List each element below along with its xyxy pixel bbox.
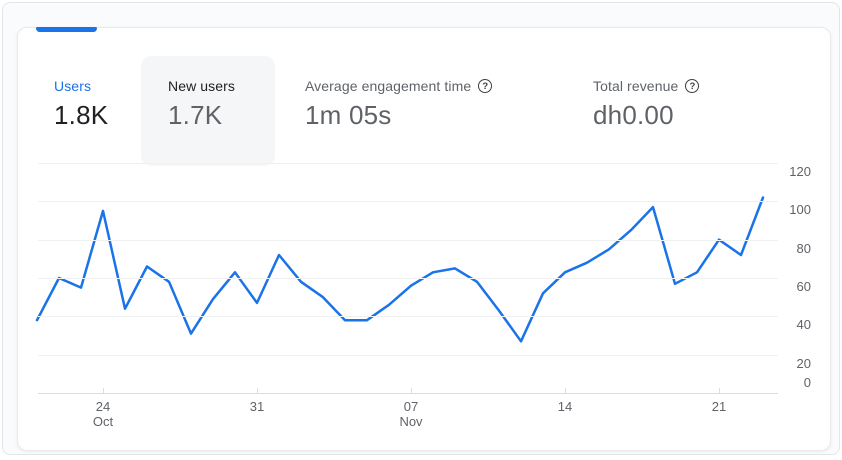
x-axis-label-14: 14 — [557, 399, 573, 414]
grid-line-80 — [38, 240, 778, 241]
metric-avg-engagement-time[interactable]: Average engagement time ? 1m 05s — [305, 76, 493, 131]
x-axis-tick-21 — [719, 388, 720, 394]
users-series-line — [35, 196, 765, 343]
grid-line-20 — [38, 355, 778, 356]
y-axis-label-120: 120 — [789, 164, 811, 179]
x-axis-tick-31 — [257, 388, 258, 394]
metric-total-revenue[interactable]: Total revenue ? dh0.00 — [593, 76, 700, 131]
users-line-chart[interactable]: 0 20 40 60 80 100 120 24 Oct 31 07 Nov 14 21 — [3, 3, 842, 460]
x-axis-label-31: 31 — [249, 399, 265, 414]
metric-avg-engagement-time-value: 1m 05s — [305, 100, 392, 130]
x-axis-tick-24 — [103, 388, 104, 394]
metric-new-users[interactable]: New users 1.7K — [168, 76, 235, 131]
metric-users[interactable]: Users 1.8K — [54, 76, 108, 131]
metric-new-users-value: 1.7K — [168, 100, 223, 130]
help-icon[interactable]: ? — [478, 79, 493, 93]
help-icon[interactable]: ? — [685, 79, 700, 93]
x-axis-tick-07 — [411, 388, 412, 394]
metric-total-revenue-value: dh0.00 — [593, 100, 674, 130]
y-axis-label-40: 40 — [796, 317, 811, 332]
x-axis-tick-14 — [565, 388, 566, 394]
y-axis-label-20: 20 — [796, 356, 811, 371]
y-axis-label-0: 0 — [803, 375, 811, 390]
y-axis-label-60: 60 — [796, 279, 811, 294]
metric-total-revenue-label: Total revenue — [593, 78, 679, 94]
y-axis-label-80: 80 — [796, 241, 811, 256]
y-axis-label-100: 100 — [789, 202, 811, 217]
x-axis-label-07: 07 Nov — [399, 399, 423, 429]
grid-line-40 — [38, 316, 778, 317]
grid-line-60 — [38, 278, 778, 279]
selected-tab-indicator — [36, 27, 97, 32]
metric-users-label: Users — [54, 78, 92, 94]
metric-new-users-label: New users — [168, 78, 236, 94]
grid-line-120 — [38, 163, 778, 164]
grid-line-100 — [38, 201, 778, 202]
metric-avg-engagement-time-label: Average engagement time — [305, 78, 472, 94]
x-axis-line — [38, 393, 778, 394]
x-axis-label-24: 24 Oct — [92, 399, 114, 429]
line-series-svg — [35, 196, 765, 343]
metric-users-value: 1.8K — [54, 100, 109, 130]
help-icon-glyph: ? — [482, 80, 489, 92]
new-users-highlight-panel — [141, 56, 275, 166]
x-axis-label-21: 21 — [711, 399, 727, 414]
help-icon-glyph: ? — [689, 80, 696, 92]
